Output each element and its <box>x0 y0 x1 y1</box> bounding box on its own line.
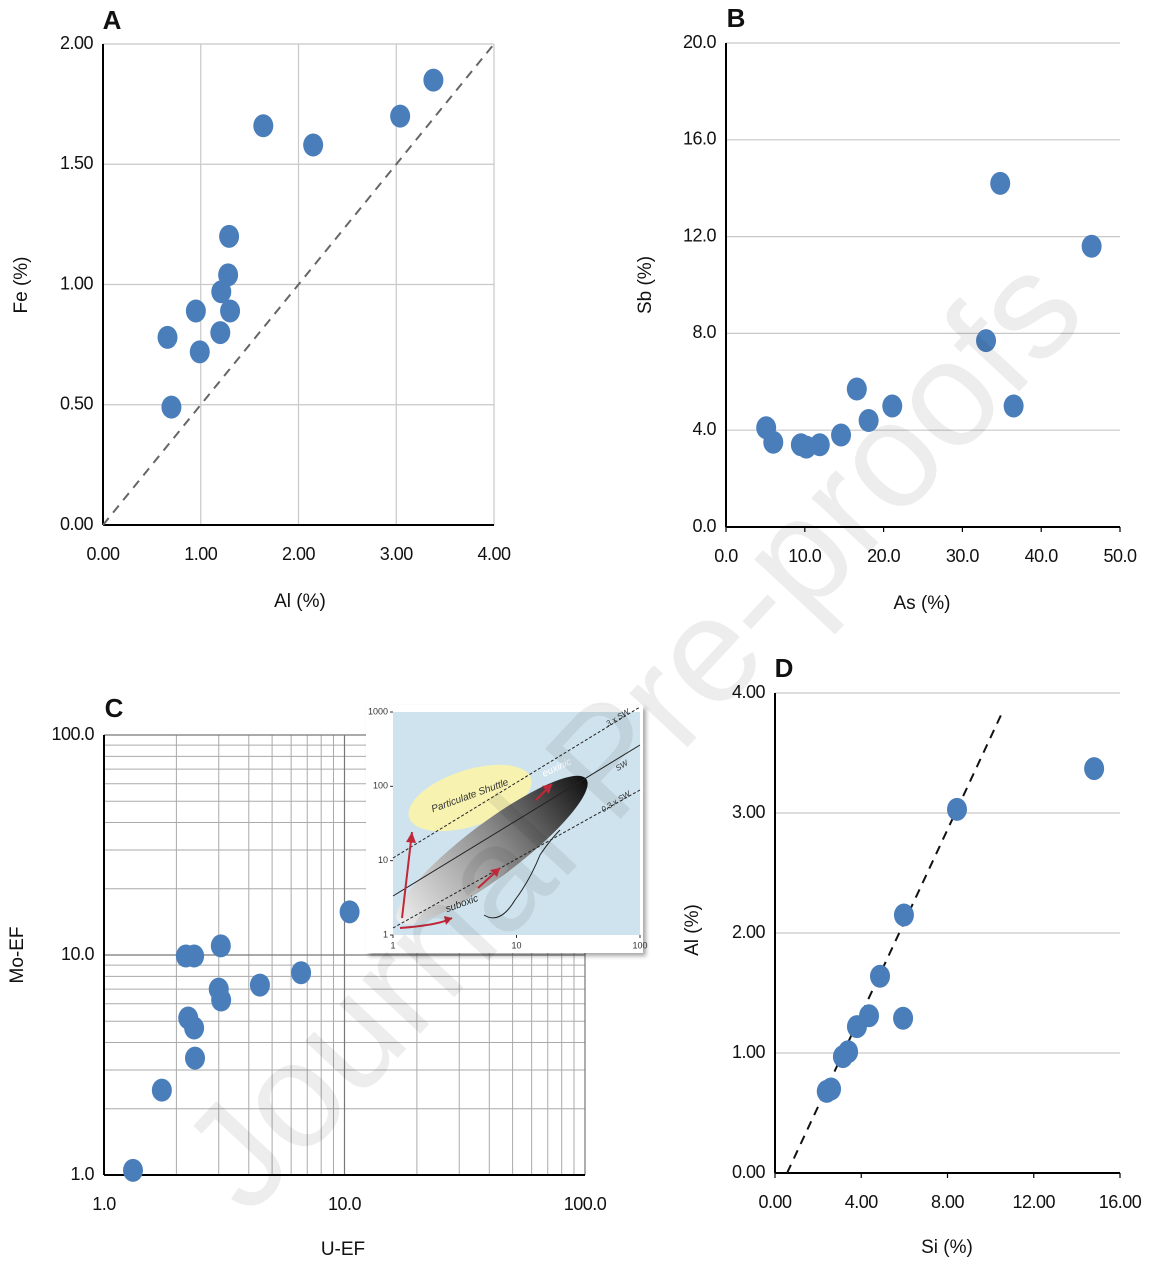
x-tick-label: 4.00 <box>845 1192 879 1212</box>
y-tick-label: 2.00 <box>60 33 94 53</box>
data-point <box>303 134 323 157</box>
x-tick-label: 12.00 <box>1012 1192 1055 1212</box>
data-point <box>211 934 231 957</box>
data-point <box>220 299 240 322</box>
data-point <box>1084 757 1104 780</box>
y-tick-label: 100.0 <box>51 724 94 744</box>
data-point <box>152 1079 172 1102</box>
y-tick-label: 1.50 <box>60 153 94 173</box>
x-axis-title: Si (%) <box>921 1237 973 1258</box>
x-axis-title: Al (%) <box>274 591 326 612</box>
data-point <box>859 1004 879 1027</box>
x-tick-label: 0.00 <box>758 1192 792 1212</box>
y-tick-label: 12.0 <box>683 225 717 245</box>
x-tick-label: 40.0 <box>1025 546 1059 566</box>
data-point <box>1082 235 1102 258</box>
data-point <box>190 340 210 363</box>
data-point <box>250 974 270 997</box>
panel-label: C <box>105 693 124 723</box>
y-tick-label: 3.00 <box>732 802 766 822</box>
data-point <box>185 1047 205 1070</box>
inset-x-tick-label: 100 <box>632 940 647 950</box>
inset-y-tick-label: 1000 <box>368 706 388 716</box>
data-point <box>123 1159 143 1182</box>
data-point <box>158 326 178 349</box>
data-point <box>210 321 230 344</box>
x-tick-label: 16.00 <box>1099 1192 1142 1212</box>
y-tick-label: 2.00 <box>732 922 766 942</box>
y-tick-label: 16.0 <box>683 129 717 149</box>
data-point <box>390 105 410 128</box>
x-tick-label: 10.0 <box>328 1194 362 1214</box>
y-axis-title: Sb (%) <box>635 256 656 314</box>
x-tick-label: 1.00 <box>184 544 218 564</box>
y-tick-label: 4.0 <box>692 419 716 439</box>
data-point <box>947 798 967 821</box>
data-point <box>211 989 231 1012</box>
x-tick-label: 1.0 <box>92 1194 116 1214</box>
x-tick-label: 8.00 <box>931 1192 965 1212</box>
data-point <box>893 1007 913 1030</box>
x-tick-label: 4.00 <box>477 544 511 564</box>
data-point <box>870 965 890 988</box>
inset-y-tick-label: 10 <box>378 855 388 865</box>
data-point <box>218 263 238 286</box>
x-tick-label: 50.0 <box>1103 546 1137 566</box>
data-point <box>990 172 1010 195</box>
x-tick-label: 2.00 <box>282 544 316 564</box>
data-point <box>821 1078 841 1101</box>
data-point <box>838 1040 858 1063</box>
data-point <box>186 299 206 322</box>
figure: 0.000.501.001.502.000.001.002.003.004.00… <box>0 0 1152 1267</box>
x-tick-label: 30.0 <box>946 546 980 566</box>
x-tick-label: 0.00 <box>86 544 120 564</box>
y-tick-label: 0.50 <box>60 394 94 414</box>
y-tick-label: 0.00 <box>732 1162 766 1182</box>
data-point <box>184 1016 204 1039</box>
x-axis-title: U-EF <box>321 1239 365 1260</box>
watermark: Journal Pre-proofs <box>149 223 1113 1240</box>
x-axis-title: As (%) <box>894 593 951 614</box>
reference-line <box>787 711 1003 1173</box>
y-axis-title: Fe (%) <box>11 257 32 314</box>
y-tick-label: 0.00 <box>60 514 94 534</box>
y-tick-label: 10.0 <box>61 944 95 964</box>
y-tick-label: 1.00 <box>732 1042 766 1062</box>
y-tick-label: 8.0 <box>692 322 716 342</box>
y-tick-label: 1.00 <box>60 273 94 293</box>
data-point <box>894 904 914 927</box>
y-tick-label: 1.0 <box>70 1164 94 1184</box>
panel-label: B <box>727 3 746 33</box>
y-axis-title: Mo-EF <box>7 927 28 984</box>
panel: 0.00 0.50 1.00 1.50 2.00 0.00 1.00 2.00 3.00 4.00… <box>11 5 511 612</box>
y-axis-title: Al (%) <box>682 904 703 956</box>
data-point <box>219 225 239 248</box>
data-point <box>253 114 273 137</box>
x-tick-label: 100.0 <box>564 1194 607 1214</box>
panel-label: A <box>103 5 122 35</box>
data-point <box>184 944 204 967</box>
x-tick-label: 3.00 <box>380 544 414 564</box>
inset-y-tick-label: 100 <box>373 781 388 791</box>
data-point <box>423 69 443 92</box>
y-tick-label: 20.0 <box>683 32 717 52</box>
data-point <box>161 396 181 419</box>
